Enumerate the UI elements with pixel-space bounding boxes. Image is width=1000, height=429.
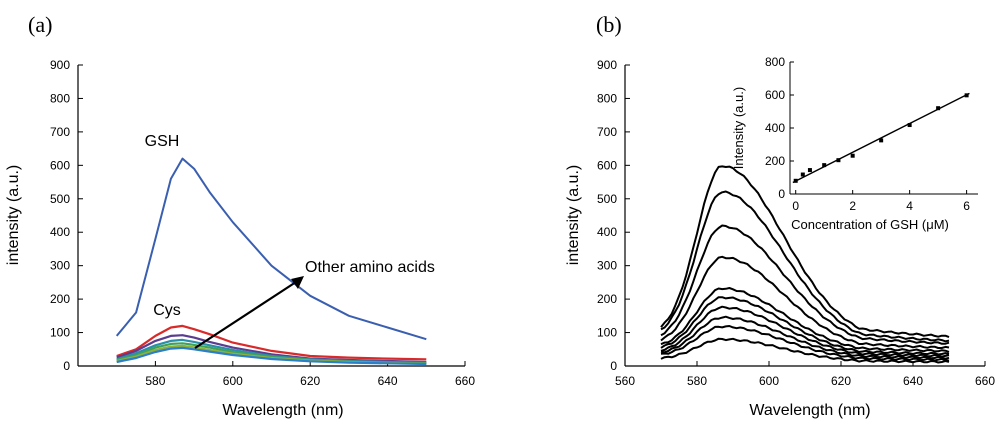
inset-data-point [822,163,827,168]
panel-b-y-tick-label: 600 [597,158,617,172]
panel-b-y-tick-label: 200 [597,292,617,306]
panel-b-y-label: intensity (a.u.) [565,165,582,265]
annotation-cys: Cys [153,302,181,319]
panel-a-y-tick-label: 100 [50,326,70,340]
panel-b-x-tick-label: 560 [615,374,635,388]
panel-b-x-tick-label: 640 [903,374,923,388]
panel-a-series-line [116,346,427,366]
panel-a-y-tick-label: 900 [50,58,70,72]
inset-data-point [793,178,798,183]
inset-data-point [936,106,941,111]
panel-a-chart: 0 100 200 300 400 500 600 700 800 900 580 600 620 640… [5,58,475,419]
inset-y-tick-label: 200 [765,154,785,168]
panel-a-y-tick-label: 500 [50,192,70,206]
panel-a-x-tick-label: 640 [378,374,398,388]
inset-x-label: Concentration of GSH (μM) [791,217,949,232]
panel-b-x-tick-label: 660 [975,374,995,388]
panel-a-y-tick-label: 800 [50,91,70,105]
panel-b-x-tick-label: 620 [831,374,851,388]
panel-b-series-line [660,305,950,358]
inset-data-point [800,172,805,177]
panel-a-y-tick-label: 700 [50,125,70,139]
annotation-other-amino-acids: Other amino acids [305,259,435,276]
inset-y-tick-label: 400 [765,121,785,135]
panel-a-x-tick-label: 580 [145,374,165,388]
inset-x-tick-label: 2 [849,199,856,213]
panel-b-y-tick-label: 100 [597,326,617,340]
inset-data-point [964,93,969,98]
panel-b-series-line [660,224,950,345]
inset-background [794,61,979,196]
panel-a-y-tick-label: 300 [50,259,70,273]
inset-data-point [807,168,812,173]
panel-b-series-line [660,190,950,343]
panel-a-series-line [115,157,427,341]
panel-a-y-tick-label: 400 [50,225,70,239]
inset-y-tick-label: 0 [778,187,785,201]
inset-data-point [836,158,841,163]
panel-a-y-tick-label: 200 [50,292,70,306]
panel-b-y-tick-label: 800 [597,91,617,105]
panel-b-y-tick-label: 300 [597,259,617,273]
inset-y-tick-label: 600 [765,88,785,102]
panel-b-series-line [660,315,950,360]
panel-a-x-tick-label: 620 [300,374,320,388]
panel-b-x-label: Wavelength (nm) [749,402,870,419]
panel-b-x-tick-label: 580 [687,374,707,388]
inset-data-point [850,153,855,158]
panel-b-series-line [660,165,950,339]
inset-data-point [879,138,884,143]
panel-b-label: (b) [596,12,622,37]
inset-data-point [907,123,912,128]
panel-b-series-line [660,337,950,364]
panel-a-x-tick-label: 660 [455,374,475,388]
panel-b-y-tick-label: 700 [597,125,617,139]
panel-b-y-tick-label: 900 [597,58,617,72]
inset-y-tick-label: 800 [765,55,785,69]
panel-a-y-tick-label: 600 [50,158,70,172]
panel-a-y-label: intensity (a.u.) [5,165,22,265]
inset-y-label: Intensity (a.u.) [731,87,746,169]
panel-a-y-tick-label: 0 [63,359,70,373]
panel-b-series-line [660,325,950,362]
panel-a-series-line [116,324,427,361]
panel-b-x-tick-label: 600 [759,374,779,388]
annotation-gsh: GSH [145,133,180,150]
annotation-arrowhead [291,276,304,289]
panel-a-label: (a) [28,12,52,37]
inset-x-tick-label: 4 [906,199,913,213]
panel-b-y-tick-label: 500 [597,192,617,206]
panel-b-series-line [660,255,950,349]
panel-b-series-line [660,287,950,353]
panel-b-y-tick-label: 400 [597,225,617,239]
panel-b-y-tick-label: 0 [610,359,617,373]
inset-chart: 0 200 400 600 800 0 2 4 6 Concentration of GSH (… [731,55,979,232]
panel-a-x-label: Wavelength (nm) [222,402,343,419]
panel-b-series-line [660,296,950,356]
inset-x-tick-label: 0 [792,199,799,213]
inset-x-tick-label: 6 [963,199,970,213]
annotation-arrow [194,281,297,349]
panel-a-x-tick-label: 600 [223,374,243,388]
